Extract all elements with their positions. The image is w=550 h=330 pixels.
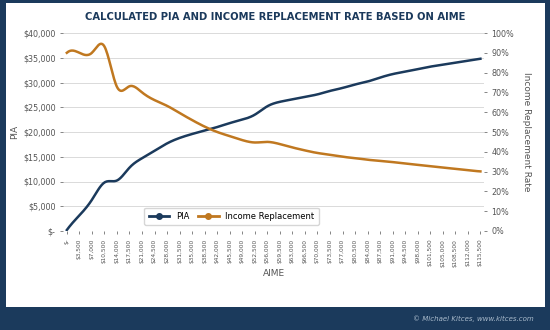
X-axis label: AIME: AIME — [262, 269, 285, 278]
Legend: PIA, Income Replacement: PIA, Income Replacement — [145, 208, 318, 225]
Y-axis label: PIA: PIA — [10, 125, 19, 139]
Y-axis label: Income Replacement Rate: Income Replacement Rate — [522, 72, 531, 192]
Text: © Michael Kitces, www.kitces.com: © Michael Kitces, www.kitces.com — [412, 315, 534, 322]
Text: CALCULATED PIA AND INCOME REPLACEMENT RATE BASED ON AIME: CALCULATED PIA AND INCOME REPLACEMENT RA… — [85, 12, 465, 21]
